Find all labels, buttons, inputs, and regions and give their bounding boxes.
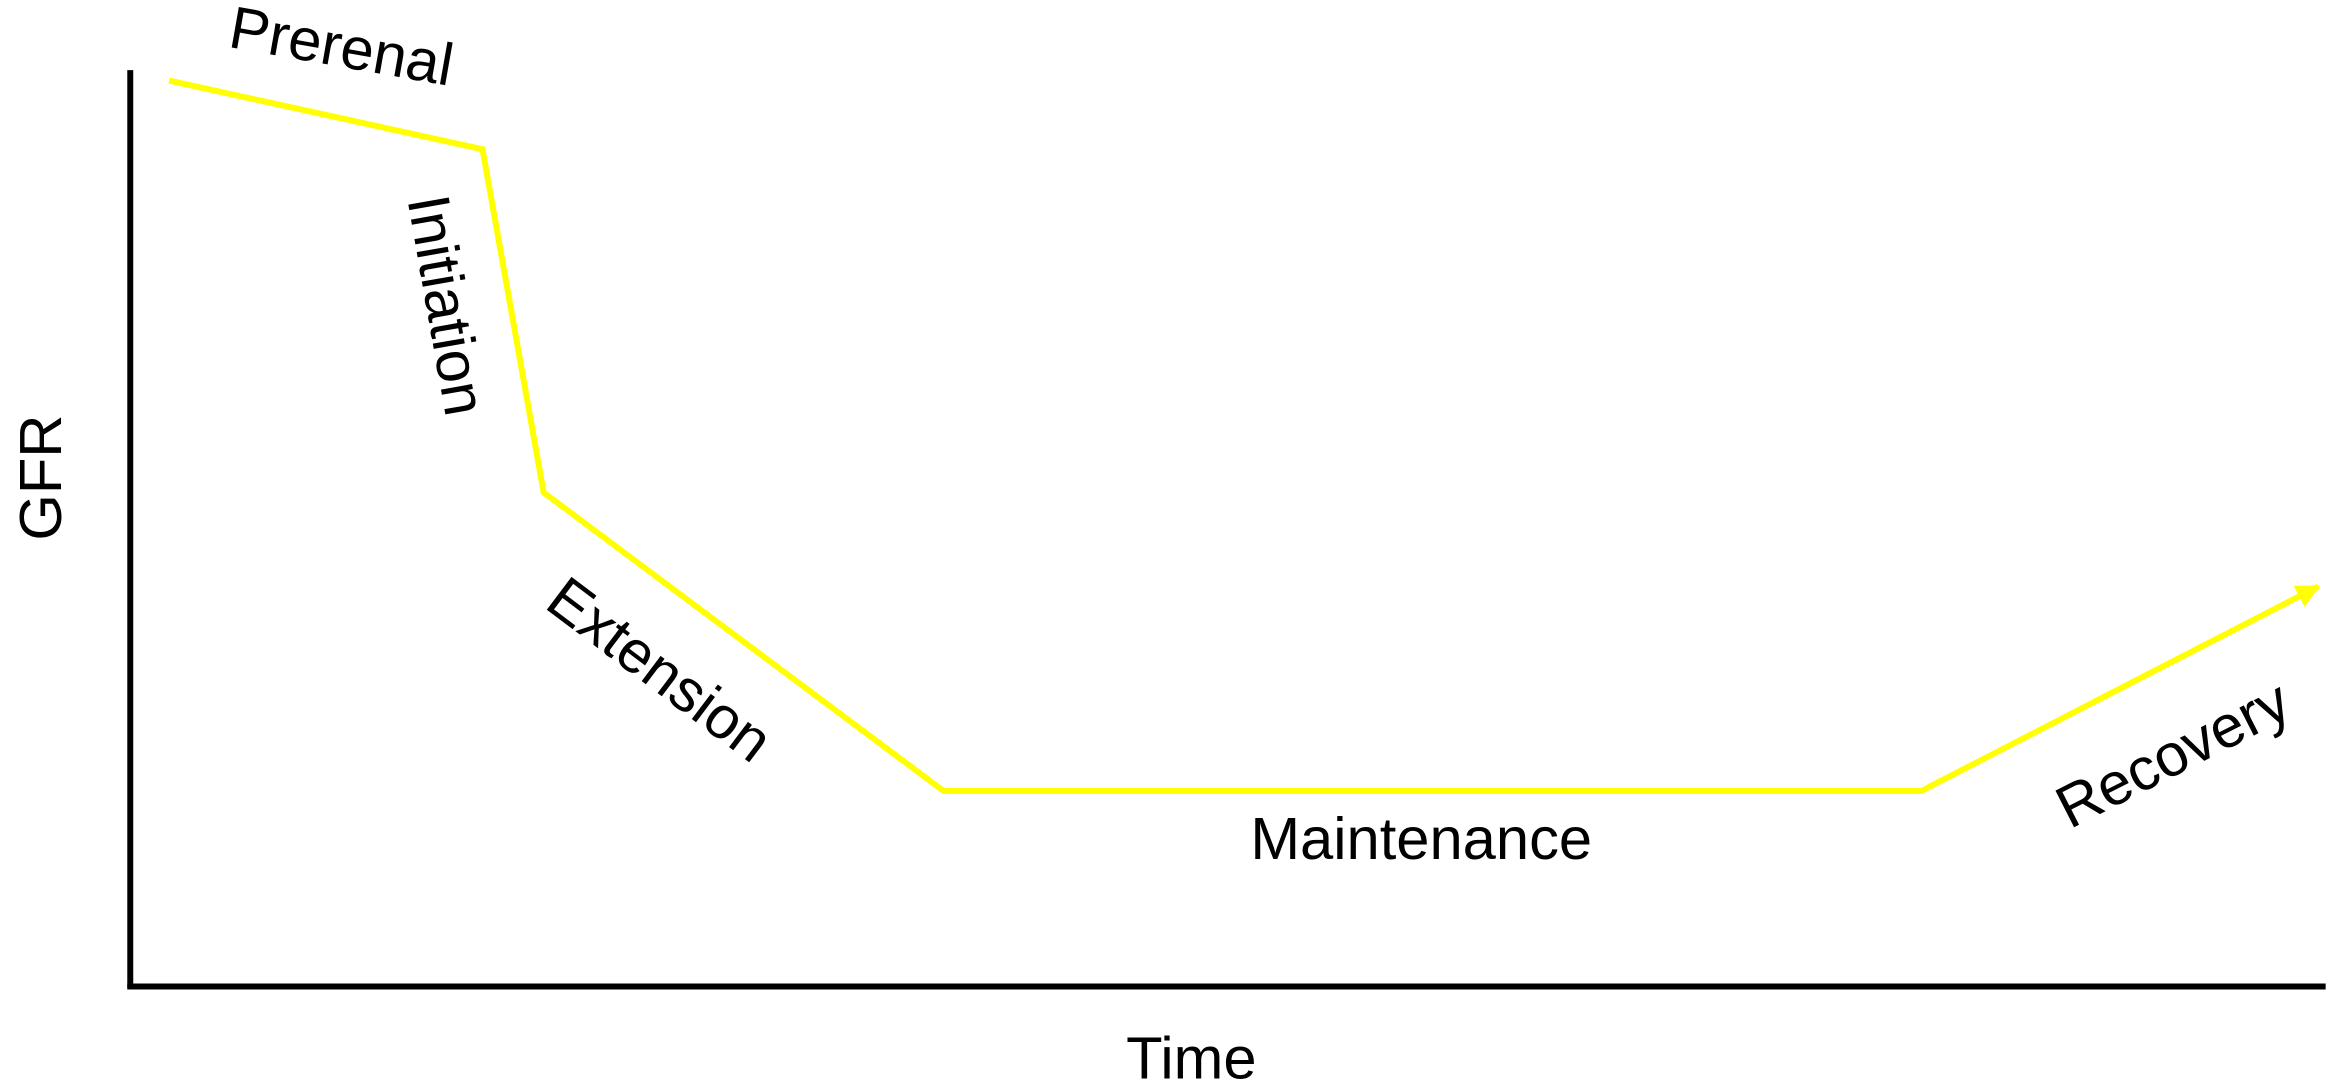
x-axis-label: Time (1126, 1024, 1256, 1088)
phase-label: Maintenance (1250, 805, 1592, 872)
phase-label: Extension (535, 564, 785, 775)
phase-label: Prerenal (225, 0, 459, 99)
y-axis-label: GFR (7, 415, 74, 541)
phase-label: Initiation (395, 190, 500, 421)
phase-label: Recovery (2045, 667, 2300, 841)
gfr-curve (168, 77, 2321, 794)
